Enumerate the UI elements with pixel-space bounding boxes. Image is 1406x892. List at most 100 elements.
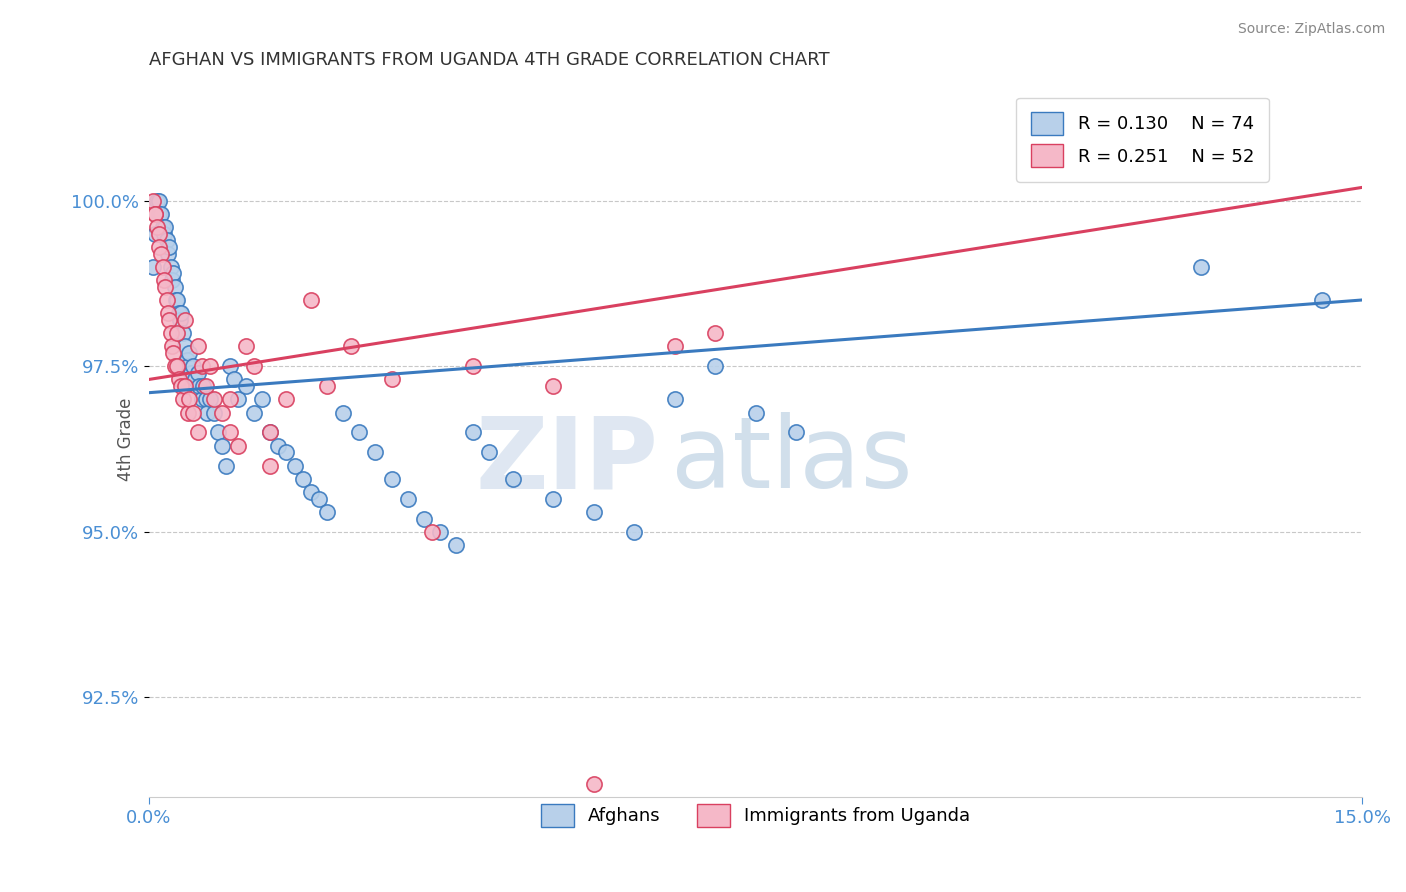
Point bbox=[267, 439, 290, 453]
Point bbox=[152, 220, 174, 235]
Point bbox=[163, 279, 186, 293]
Point bbox=[195, 406, 218, 420]
Point bbox=[664, 339, 686, 353]
Point bbox=[156, 233, 179, 247]
Point bbox=[142, 194, 165, 208]
Point bbox=[166, 359, 188, 374]
Point bbox=[1189, 260, 1212, 274]
Point bbox=[191, 379, 214, 393]
Point bbox=[226, 439, 249, 453]
Point bbox=[202, 392, 225, 407]
Text: atlas: atlas bbox=[671, 412, 912, 509]
Point bbox=[167, 306, 190, 320]
Point bbox=[215, 458, 238, 473]
Point bbox=[381, 372, 404, 386]
Point bbox=[349, 425, 371, 440]
Point bbox=[211, 439, 233, 453]
Point bbox=[186, 425, 208, 440]
Point bbox=[364, 445, 387, 459]
Point bbox=[745, 406, 768, 420]
Point bbox=[174, 339, 197, 353]
Point bbox=[157, 240, 180, 254]
Point bbox=[299, 293, 322, 307]
Point bbox=[148, 194, 170, 208]
Point bbox=[222, 372, 245, 386]
Point bbox=[235, 339, 257, 353]
Point bbox=[259, 458, 281, 473]
Point bbox=[243, 359, 266, 374]
Point bbox=[150, 207, 173, 221]
Point bbox=[218, 392, 240, 407]
Point bbox=[143, 207, 166, 221]
Point bbox=[623, 524, 645, 539]
Point bbox=[226, 392, 249, 407]
Point bbox=[162, 346, 184, 360]
Point bbox=[174, 379, 197, 393]
Point bbox=[160, 273, 183, 287]
Point bbox=[188, 379, 211, 393]
Point bbox=[429, 524, 451, 539]
Point bbox=[235, 379, 257, 393]
Point bbox=[177, 359, 200, 374]
Point bbox=[179, 392, 201, 407]
Point bbox=[478, 445, 501, 459]
Point bbox=[340, 339, 363, 353]
Point bbox=[160, 339, 183, 353]
Point bbox=[1310, 293, 1333, 307]
Point bbox=[202, 406, 225, 420]
Point bbox=[180, 366, 202, 380]
Point bbox=[543, 379, 565, 393]
Point bbox=[207, 425, 229, 440]
Point bbox=[190, 359, 212, 374]
Point bbox=[502, 472, 524, 486]
Point bbox=[413, 511, 436, 525]
Text: AFGHAN VS IMMIGRANTS FROM UGANDA 4TH GRADE CORRELATION CHART: AFGHAN VS IMMIGRANTS FROM UGANDA 4TH GRA… bbox=[149, 51, 830, 69]
Point bbox=[184, 372, 207, 386]
Point bbox=[166, 326, 188, 340]
Point bbox=[291, 472, 314, 486]
Point bbox=[276, 445, 298, 459]
Point bbox=[194, 392, 217, 407]
Point bbox=[198, 359, 221, 374]
Point bbox=[148, 240, 170, 254]
Point bbox=[316, 505, 339, 519]
Point bbox=[186, 366, 208, 380]
Point bbox=[152, 260, 174, 274]
Point bbox=[582, 505, 605, 519]
Point bbox=[152, 273, 174, 287]
Point bbox=[153, 220, 176, 235]
Point bbox=[198, 392, 221, 407]
Point bbox=[396, 491, 419, 506]
Point bbox=[194, 379, 217, 393]
Point bbox=[165, 293, 187, 307]
Point bbox=[163, 359, 186, 374]
Point bbox=[146, 194, 169, 208]
Point bbox=[172, 392, 194, 407]
Point bbox=[145, 207, 167, 221]
Point bbox=[152, 227, 174, 241]
Point bbox=[211, 406, 233, 420]
Point bbox=[156, 246, 179, 260]
Point bbox=[308, 491, 330, 506]
Point bbox=[157, 313, 180, 327]
Point bbox=[166, 293, 188, 307]
Point bbox=[461, 359, 484, 374]
Point bbox=[174, 313, 197, 327]
Point bbox=[183, 359, 205, 374]
Point bbox=[299, 485, 322, 500]
Point bbox=[172, 326, 194, 340]
Point bbox=[159, 326, 181, 340]
Point bbox=[276, 392, 298, 407]
Point bbox=[148, 207, 170, 221]
Point bbox=[664, 392, 686, 407]
Point bbox=[582, 776, 605, 790]
Point bbox=[177, 406, 200, 420]
Point bbox=[252, 392, 274, 407]
Point bbox=[142, 260, 165, 274]
Point bbox=[381, 472, 404, 486]
Point bbox=[170, 379, 193, 393]
Point bbox=[420, 524, 443, 539]
Point bbox=[167, 372, 190, 386]
Point bbox=[704, 359, 727, 374]
Point bbox=[785, 425, 807, 440]
